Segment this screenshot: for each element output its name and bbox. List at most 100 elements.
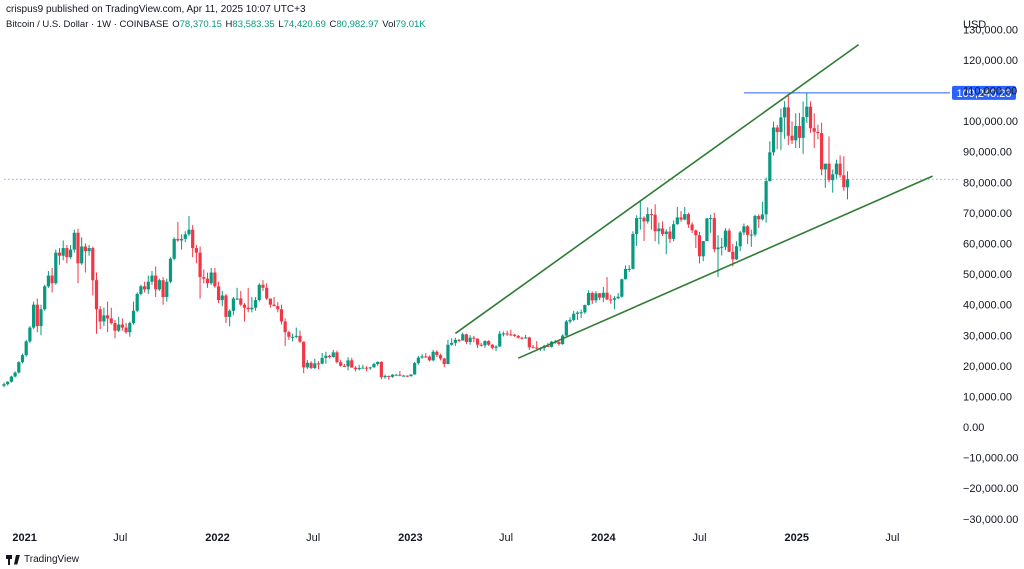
- time-axis[interactable]: 2021 Jul 2022 Jul 2023 Jul 2024 Jul 2025 Jul: [12, 532, 899, 544]
- candle-body: [35, 304, 39, 327]
- candle-body: [709, 218, 713, 220]
- footer: TradingView: [6, 554, 79, 565]
- candle-body: [65, 248, 69, 258]
- candle-body: [812, 128, 816, 132]
- candle-body: [361, 367, 365, 369]
- candle-body: [228, 310, 232, 317]
- candle-body: [657, 228, 661, 232]
- candle-body: [165, 281, 169, 298]
- candle-body: [331, 352, 335, 357]
- symbol-legend: Bitcoin / U.S. Dollar · 1W · COINBASE O7…: [6, 19, 426, 30]
- candle-body: [294, 335, 298, 337]
- candle-body: [368, 367, 372, 369]
- candle-body: [43, 286, 47, 310]
- candle-body: [716, 247, 720, 250]
- symbol-name: Bitcoin / U.S. Dollar · 1W · COINBASE: [6, 19, 169, 30]
- candle-body: [94, 280, 99, 310]
- candles: [2, 92, 850, 388]
- candle-body: [235, 298, 239, 300]
- open-value: 78,370.15: [179, 19, 222, 30]
- candle-body: [594, 293, 598, 301]
- candle-body: [720, 246, 724, 248]
- candle-body: [179, 238, 184, 241]
- candle-body: [783, 107, 787, 118]
- candle-body: [350, 360, 354, 368]
- open-label: O: [172, 19, 180, 30]
- candle-body: [364, 367, 369, 369]
- candle-body: [461, 334, 465, 341]
- candle-body: [498, 333, 502, 347]
- candle-body: [442, 358, 446, 365]
- y-tick-label: 100,000.00: [963, 116, 1018, 128]
- candle-body: [668, 231, 672, 239]
- candle-body: [272, 304, 276, 307]
- low-value: 74,420.69: [283, 19, 326, 30]
- candle-body: [316, 363, 321, 365]
- candle-body: [187, 229, 191, 235]
- candle-body: [265, 287, 269, 299]
- candle-body: [339, 362, 343, 366]
- candle-body: [224, 295, 228, 317]
- candle-body: [808, 106, 813, 129]
- candle-body: [142, 286, 147, 290]
- upper-trendline[interactable]: [454, 43, 860, 335]
- candle-body: [105, 315, 110, 319]
- candle-body: [313, 363, 317, 368]
- candle-body: [438, 355, 443, 359]
- candle-body: [242, 304, 247, 308]
- candle-body: [679, 217, 683, 220]
- candle-body: [209, 272, 213, 284]
- candle-body: [734, 246, 739, 260]
- candle-body: [738, 232, 742, 247]
- candle-body: [794, 125, 798, 141]
- y-tick-label: 20,000.00: [963, 361, 1012, 373]
- y-tick-label: 10,000.00: [963, 391, 1012, 403]
- high-value: 83,583.35: [232, 19, 275, 30]
- candle-body: [686, 214, 691, 225]
- candle-body: [453, 339, 457, 343]
- candle-body: [46, 275, 50, 287]
- candle-body: [13, 372, 17, 377]
- candle-body: [468, 337, 472, 342]
- candle-body: [431, 351, 435, 361]
- lower-trendline[interactable]: [517, 175, 933, 359]
- candle-body: [239, 298, 243, 305]
- candle-body: [327, 355, 332, 357]
- candle-body: [546, 345, 550, 347]
- candle-body: [524, 337, 528, 339]
- candle-body: [157, 280, 161, 290]
- x-tick-label: 2024: [591, 532, 616, 544]
- candle-body: [746, 226, 750, 235]
- candle-body: [646, 214, 650, 222]
- y-tick-label: −10,000.00: [963, 453, 1018, 465]
- candle-body: [276, 306, 280, 310]
- candle-body: [494, 346, 498, 348]
- candle-body: [61, 248, 65, 256]
- x-tick-label: Jul: [692, 532, 706, 544]
- candle-body: [120, 324, 124, 328]
- candle-body: [305, 362, 309, 368]
- candle-body: [342, 365, 346, 367]
- volume-value: 79.01K: [395, 19, 426, 30]
- candle-body: [572, 313, 576, 320]
- candle-body: [768, 152, 772, 182]
- candle-body: [775, 127, 779, 133]
- candle-body: [483, 341, 487, 346]
- x-tick-label: 2025: [785, 532, 809, 544]
- candle-body: [2, 384, 6, 386]
- low-label: L: [278, 19, 284, 30]
- candle-body: [372, 364, 376, 368]
- candle-body: [564, 321, 568, 336]
- volume-label: Vol: [382, 19, 396, 30]
- y-tick-label: −30,000.00: [963, 514, 1018, 526]
- candle-body: [290, 336, 295, 338]
- candle-body: [601, 292, 605, 298]
- candle-body: [57, 252, 62, 256]
- candle-body: [253, 300, 258, 308]
- candle-body: [394, 374, 398, 376]
- candle-body: [9, 376, 13, 382]
- price-axis[interactable]: USD 130,000.00 120,000.00 110,000.00 100,00…: [963, 19, 1018, 526]
- candle-body: [697, 235, 702, 257]
- candle-body: [464, 334, 469, 342]
